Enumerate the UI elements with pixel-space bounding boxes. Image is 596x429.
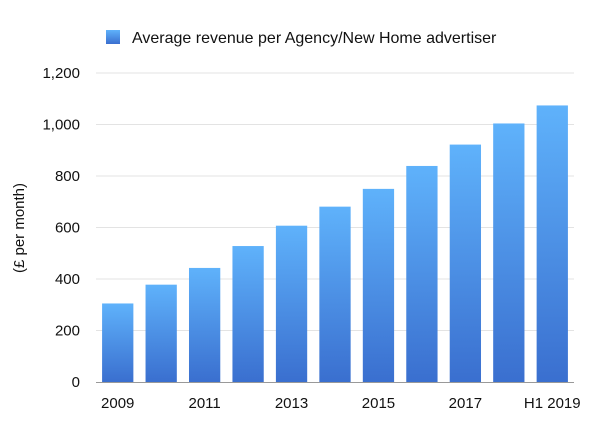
- bar: [102, 303, 134, 382]
- bar: [275, 225, 308, 382]
- bar: [362, 188, 395, 382]
- bar: [145, 284, 177, 382]
- bar: [319, 206, 351, 382]
- y-tick-label: 1,000: [42, 117, 80, 134]
- legend-swatch: [106, 30, 120, 44]
- y-axis-title: (£ per month): [11, 183, 28, 273]
- y-tick-label: 1,200: [42, 65, 80, 82]
- y-tick-label: 600: [55, 220, 80, 237]
- x-axis-ticks: 2009 2011 2013 2015 2017 H1 2019: [101, 395, 581, 412]
- bars: [102, 105, 568, 382]
- x-tick-label: 2015: [362, 395, 395, 412]
- y-tick-label: 400: [55, 271, 80, 288]
- bar: [493, 123, 525, 382]
- bar: [232, 246, 264, 382]
- bar: [536, 105, 568, 382]
- y-tick-label: 200: [55, 323, 80, 340]
- bar: [188, 267, 221, 382]
- x-tick-label: 2017: [449, 395, 482, 412]
- legend-label: Average revenue per Agency/New Home adve…: [132, 30, 497, 47]
- x-tick-label: 2011: [189, 395, 221, 412]
- bar: [449, 144, 482, 382]
- y-tick-label: 0: [72, 374, 80, 391]
- x-tick-label: 2013: [275, 395, 308, 412]
- legend: Average revenue per Agency/New Home adve…: [106, 30, 497, 47]
- x-tick-label: H1 2019: [524, 395, 581, 412]
- bar: [406, 165, 438, 382]
- x-tick-label: 2009: [101, 395, 134, 412]
- y-tick-label: 800: [55, 168, 80, 185]
- y-axis-ticks: 0 200 400 600 800 1,000 1,200: [42, 65, 80, 391]
